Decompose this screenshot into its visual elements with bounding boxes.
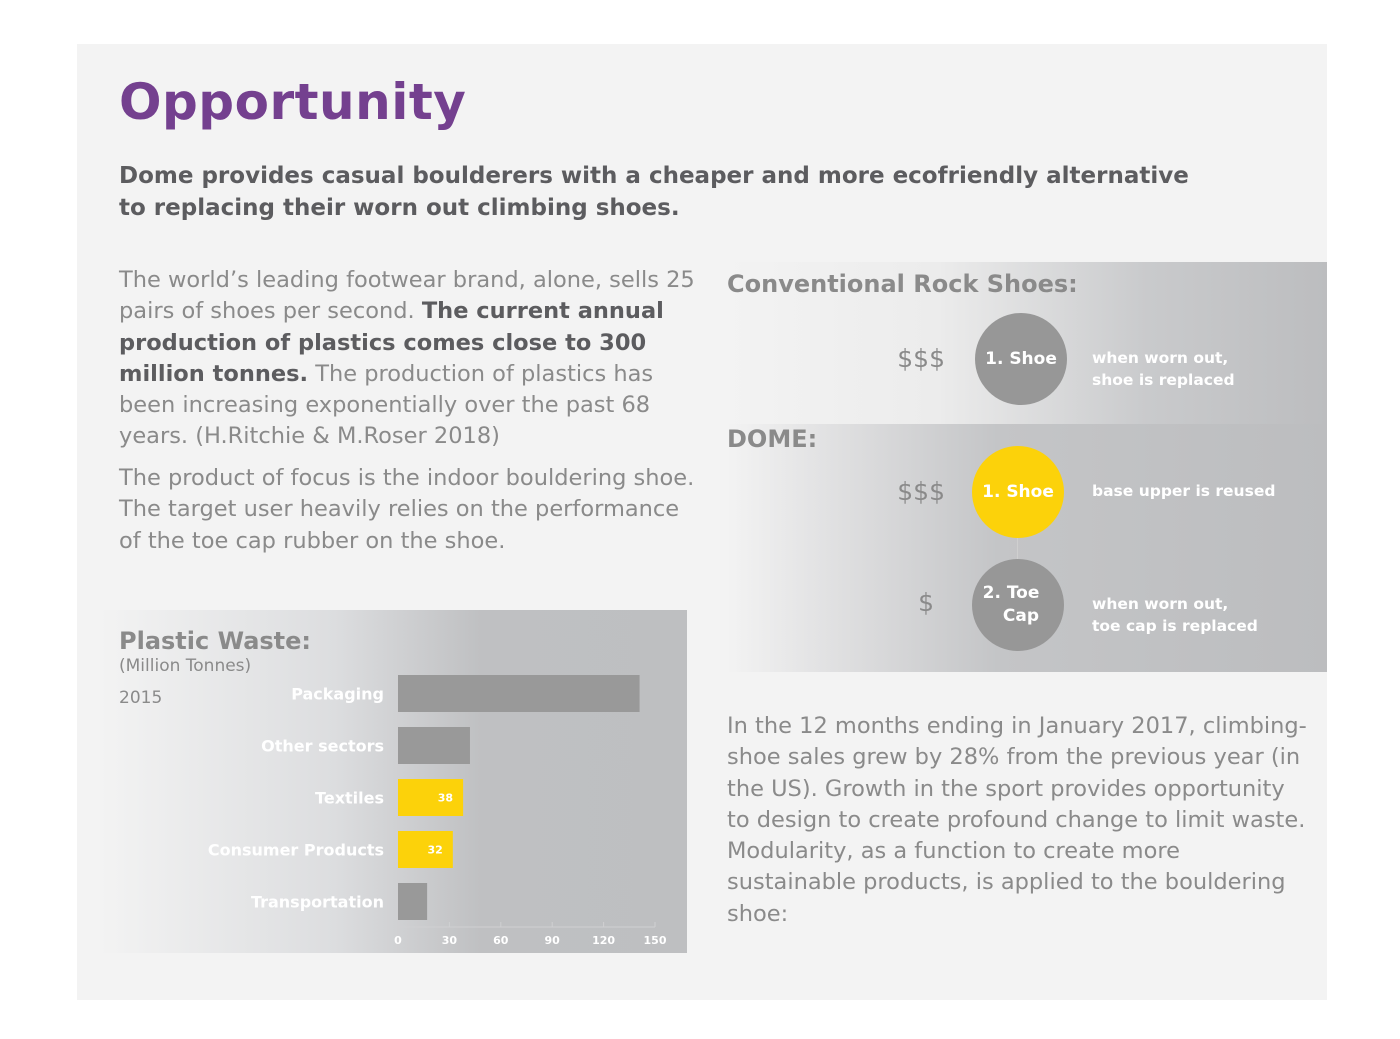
toe-cap-label-line2: Cap [1002,606,1040,626]
conventional-desc: when worn out, shoe is replaced [1092,348,1235,391]
dome-shoe-label: 1. Shoe [982,481,1054,502]
dome-shoe-circle: 1. Shoe [972,446,1064,538]
market-growth-paragraph: In the 12 months ending in January 2017,… [727,713,1307,927]
bar-textiles [398,779,464,816]
toe-cap-price: $ [918,588,934,617]
data-label: 32 [428,844,443,857]
dome-shoe-desc: base upper is reused [1092,482,1276,500]
data-label: 38 [438,792,453,805]
module-connector [1017,538,1018,560]
category-label: Consumer Products [208,841,384,860]
x-tick-label: 120 [592,934,615,947]
conventional-shoe-label: 1. Shoe [985,348,1057,369]
bar-transportation [398,883,428,920]
toe-cap-desc-line1: when worn out, [1092,595,1229,613]
bar-packaging [398,675,640,712]
x-tick-label: 90 [545,934,561,947]
bar-other-sectors [398,727,470,764]
chart-panel [100,610,687,953]
category-label: Packaging [291,685,384,704]
lead-statement: Dome provides casual boulderers with a c… [119,163,1189,221]
x-tick-label: 60 [493,934,509,947]
toe-cap-label-line1: 2. Toe [982,583,1040,603]
plastics-text-a: The world’s leading footwear brand, alon… [119,267,695,325]
conventional-heading: Conventional Rock Shoes: [727,270,1078,298]
page-title: Opportunity [119,73,467,131]
toe-cap-desc: when worn out, toe cap is replaced [1092,594,1258,637]
plastics-paragraph: The world’s leading footwear brand, alon… [119,265,699,453]
x-tick-label: 150 [644,934,667,947]
chart-subtitle: (Million Tonnes) [119,656,252,676]
chart-year: 2015 [119,688,163,708]
chart-title: Plastic Waste: [119,627,312,655]
toe-cap-desc-line2: toe cap is replaced [1092,616,1258,635]
conventional-desc-line2: shoe is replaced [1092,370,1235,389]
conventional-desc-line1: when worn out, [1092,349,1229,367]
x-tick-label: 0 [394,934,402,947]
dome-heading: DOME: [727,425,818,453]
category-label: Transportation [251,893,384,912]
plastic-waste-chart: Packaging Other sectors Textiles 38 Consumer… [208,667,667,947]
conventional-shoe-circle: 1. Shoe [975,313,1067,405]
dome-shoe-price: $$$ [897,477,945,506]
conventional-price: $$$ [897,344,945,373]
x-tick-label: 30 [442,934,458,947]
bar-consumer-products [398,831,453,868]
toe-cap-circle: 2. Toe Cap [972,559,1064,651]
category-label: Other sectors [261,737,384,756]
plastics-text-b: The production of plastics has been incr… [119,360,654,450]
plastics-text-bold: The current annual production of plastic… [119,298,664,387]
toe-cap-label: 2. Toe Cap [983,582,1040,628]
product-focus-paragraph: The product of focus is the indoor bould… [119,465,695,554]
category-label: Textiles [315,789,384,808]
